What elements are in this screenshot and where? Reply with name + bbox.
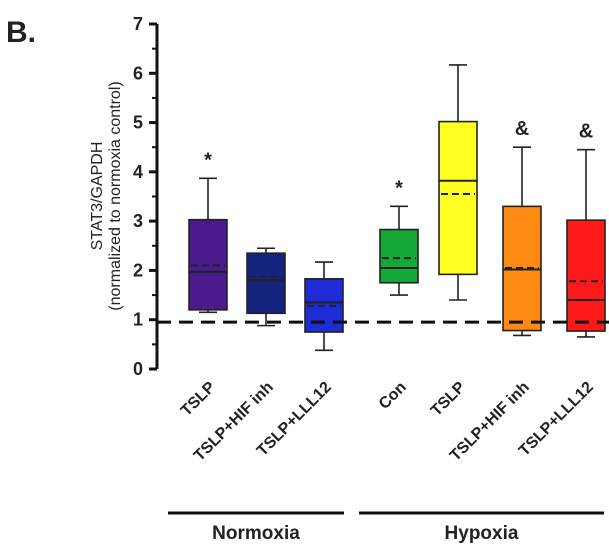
- y-axis-label: STAT3/GAPDH (normalized to normoxia contr…: [89, 81, 124, 310]
- box-5: [438, 64, 478, 301]
- y-tick-label: 4: [133, 162, 143, 182]
- category-label: Con: [376, 379, 410, 413]
- group-label: Normoxia: [212, 523, 300, 544]
- significance-mark: &: [579, 121, 593, 143]
- y-tick-label: 3: [133, 211, 143, 231]
- box-7: &: [566, 121, 606, 338]
- group-labels: Normoxia Hypoxia: [168, 511, 604, 544]
- box-1: *: [188, 149, 228, 314]
- y-axis-title-line-1: STAT3/GAPDH: [89, 142, 106, 251]
- y-tick-label: 0: [133, 359, 143, 379]
- boxes: * * & &: [188, 64, 606, 352]
- category-label: TSLP: [178, 379, 219, 420]
- box-4: *: [379, 177, 419, 296]
- box-body: [438, 120, 478, 276]
- significance-mark: &: [515, 118, 529, 140]
- y-axis-title-line-2: (normalized to normoxia control): [107, 81, 124, 310]
- significance-mark: *: [204, 149, 212, 171]
- panel-label: B.: [6, 16, 36, 49]
- box-body: [246, 252, 286, 315]
- group-label: Hypoxia: [445, 523, 519, 544]
- y-axis: 0 1 2 3 4 5 6 7: [133, 14, 159, 379]
- y-tick-label: 6: [133, 63, 143, 83]
- box-body: [379, 228, 419, 284]
- box-3: [304, 261, 344, 352]
- y-tick-label: 7: [133, 14, 143, 34]
- significance-mark: *: [395, 177, 403, 199]
- box-6: &: [502, 118, 542, 337]
- y-tick-label: 1: [133, 310, 143, 330]
- y-tick-label: 2: [133, 260, 143, 280]
- box-body: [566, 219, 606, 332]
- box-2: [246, 247, 286, 327]
- category-label: TSLP: [428, 379, 469, 420]
- y-tick-label: 5: [133, 113, 143, 133]
